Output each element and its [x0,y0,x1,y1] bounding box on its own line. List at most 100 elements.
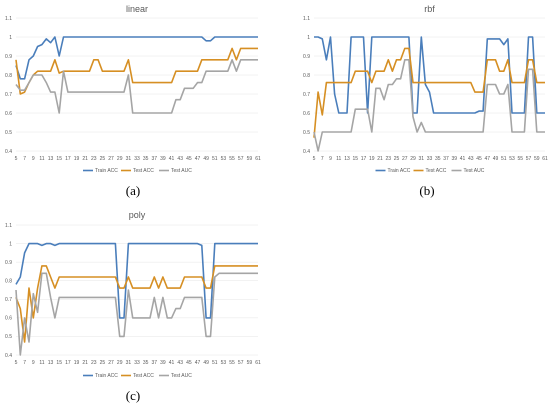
x-tick-label: 59 [534,156,540,162]
x-tick-label: 61 [542,156,548,162]
x-tick-label: 45 [186,156,192,162]
legend-label: Test ACC [426,168,447,174]
x-tick-label: 9 [32,360,35,366]
x-tick-label: 47 [484,156,490,162]
x-tick-label: 25 [100,156,106,162]
series-line-test-auc [15,58,258,114]
x-tick-label: 7 [321,156,324,162]
x-tick-label: 27 [108,156,114,162]
y-tick-label: 0.9 [5,54,12,60]
x-tick-label: 23 [385,156,391,162]
series-line-test-auc [313,58,545,152]
legend-label: Test AUC [171,168,192,174]
x-tick-label: 55 [229,156,235,162]
x-tick-label: 41 [460,156,466,162]
x-tick-label: 45 [476,156,482,162]
x-tick-label: 53 [509,156,515,162]
y-tick-label: 0.6 [5,316,12,322]
y-tick-label: 0.4 [5,149,12,155]
y-tick-label: 1.1 [5,223,12,229]
x-tick-label: 49 [493,156,499,162]
x-tick-label: 5 [313,156,316,162]
x-tick-label: 59 [247,156,253,162]
x-tick-label: 53 [221,156,227,162]
legend-label: Train ACC [95,373,118,379]
x-tick-label: 33 [134,156,140,162]
x-tick-label: 31 [126,360,132,366]
x-tick-label: 35 [435,156,441,162]
x-tick-label: 13 [48,156,54,162]
series-line-train-acc [15,36,258,80]
panel-label: (b) [419,183,434,198]
x-tick-label: 19 [74,360,80,366]
x-tick-label: 5 [15,360,18,366]
x-tick-label: 11 [336,156,341,162]
x-tick-label: 29 [117,360,123,366]
series-line-train-acc [15,242,258,319]
y-tick-label: 0.8 [5,279,12,285]
x-tick-label: 29 [410,156,416,162]
x-tick-label: 27 [108,360,114,366]
x-tick-label: 15 [352,156,358,162]
x-tick-label: 43 [177,156,183,162]
y-tick-label: 0.9 [5,260,12,266]
x-tick-label: 51 [501,156,507,162]
x-tick-label: 51 [212,156,218,162]
x-tick-label: 21 [82,360,88,366]
x-tick-label: 9 [329,156,332,162]
chart-title: poly [129,210,146,220]
series-line-test-auc [15,272,258,356]
x-tick-label: 13 [48,360,54,366]
y-tick-label: 1 [9,35,12,41]
x-tick-label: 33 [134,360,140,366]
x-tick-label: 15 [56,360,62,366]
x-tick-label: 17 [361,156,367,162]
y-tick-label: 1 [9,241,12,247]
x-tick-label: 19 [74,156,80,162]
legend-label: Test ACC [133,168,154,174]
chart-title: linear [126,4,148,14]
x-tick-label: 43 [177,360,183,366]
x-tick-label: 9 [32,156,35,162]
x-tick-label: 47 [195,360,201,366]
chart-title: rbf [424,4,435,14]
x-tick-label: 5 [15,156,18,162]
x-tick-label: 37 [443,156,449,162]
x-tick-label: 41 [169,156,175,162]
x-tick-label: 31 [126,156,132,162]
x-tick-label: 21 [377,156,383,162]
x-tick-label: 13 [344,156,350,162]
series-line-test-acc [313,47,545,138]
x-tick-label: 53 [221,360,227,366]
series-line-train-acc [314,36,545,114]
y-tick-label: 0.5 [5,334,12,340]
x-tick-label: 29 [117,156,123,162]
x-tick-label: 39 [451,156,457,162]
x-tick-label: 31 [418,156,424,162]
y-tick-label: 0.9 [303,54,310,60]
x-tick-label: 57 [238,360,244,366]
x-tick-label: 23 [91,156,97,162]
y-tick-label: 0.7 [5,92,12,98]
legend-label: Train ACC [388,168,411,174]
x-tick-label: 51 [212,360,218,366]
y-tick-label: 1 [307,35,310,41]
x-tick-label: 21 [82,156,88,162]
panel-label: (a) [126,183,140,198]
x-tick-label: 33 [427,156,433,162]
y-tick-label: 0.8 [303,73,310,79]
x-tick-label: 47 [195,156,201,162]
x-tick-label: 23 [91,360,97,366]
x-tick-label: 11 [39,156,44,162]
x-tick-label: 37 [152,360,158,366]
x-tick-label: 41 [169,360,175,366]
x-tick-label: 59 [247,360,253,366]
y-tick-label: 0.5 [303,130,310,136]
x-tick-label: 19 [369,156,375,162]
x-tick-label: 17 [65,360,71,366]
x-tick-label: 43 [468,156,474,162]
legend-label: Train ACC [95,168,118,174]
